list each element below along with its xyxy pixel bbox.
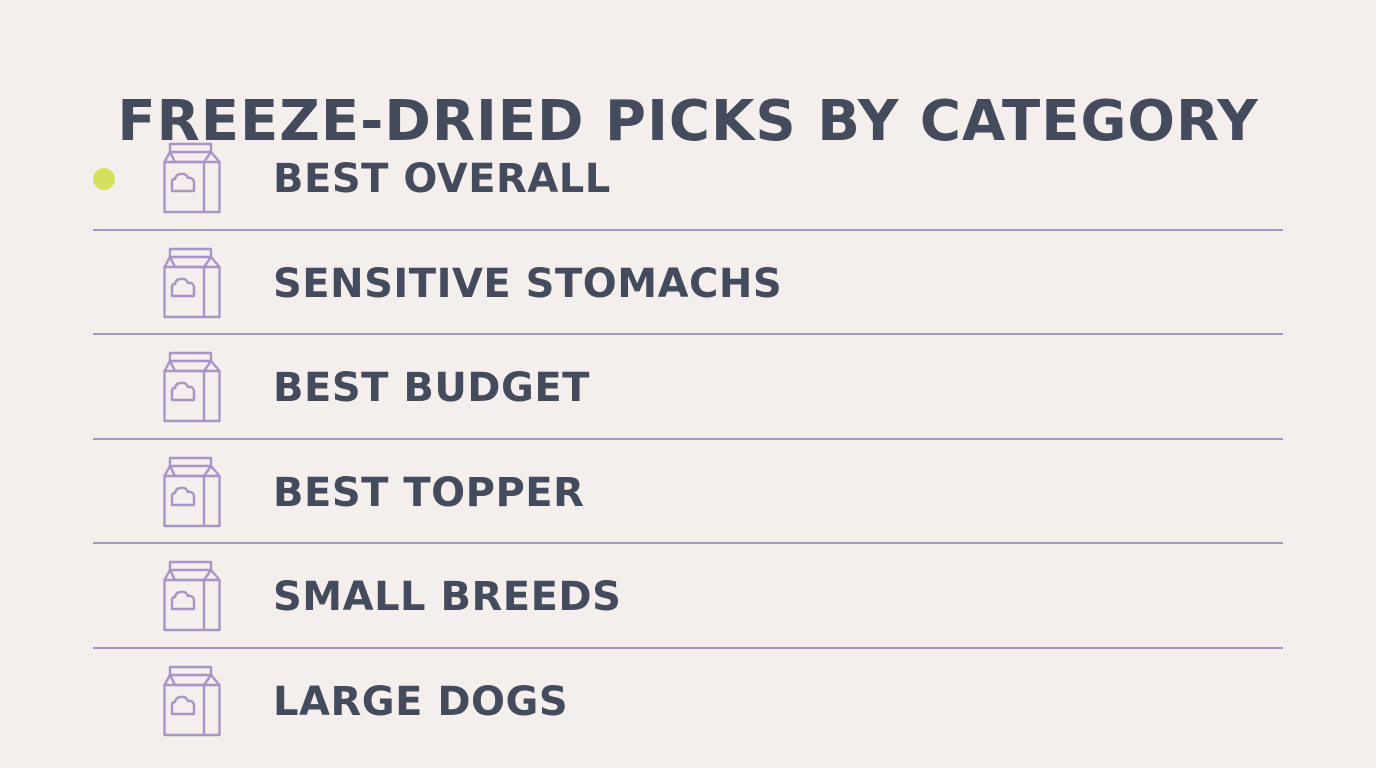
category-label: LARGE DOGS bbox=[273, 678, 569, 725]
category-item-large-dogs[interactable]: LARGE DOGS bbox=[93, 649, 1283, 754]
category-item-best-budget[interactable]: BEST BUDGET bbox=[93, 335, 1283, 440]
category-item-best-overall[interactable]: BEST OVERALL bbox=[93, 126, 1283, 231]
category-label: BEST TOPPER bbox=[273, 469, 585, 516]
food-bag-icon bbox=[163, 351, 221, 423]
category-item-small-breeds[interactable]: SMALL BREEDS bbox=[93, 544, 1283, 649]
category-label: BEST BUDGET bbox=[273, 365, 590, 411]
page-title: FREEZE-DRIED PICKS BY CATEGORY bbox=[117, 88, 1259, 154]
food-bag-icon bbox=[163, 456, 221, 528]
food-bag-icon bbox=[163, 560, 221, 632]
category-list: BEST OVERALL SENSITIVE STOMACHS BEST BUD… bbox=[93, 126, 1283, 753]
food-bag-icon bbox=[163, 142, 221, 214]
category-label: BEST OVERALL bbox=[273, 156, 611, 202]
category-item-best-topper[interactable]: BEST TOPPER bbox=[93, 440, 1283, 544]
active-indicator-dot bbox=[93, 168, 115, 190]
category-item-sensitive-stomachs[interactable]: SENSITIVE STOMACHS bbox=[93, 231, 1283, 335]
food-bag-icon bbox=[163, 665, 221, 737]
category-label: SMALL BREEDS bbox=[273, 574, 622, 620]
food-bag-icon bbox=[163, 247, 221, 319]
category-label: SENSITIVE STOMACHS bbox=[273, 260, 783, 307]
